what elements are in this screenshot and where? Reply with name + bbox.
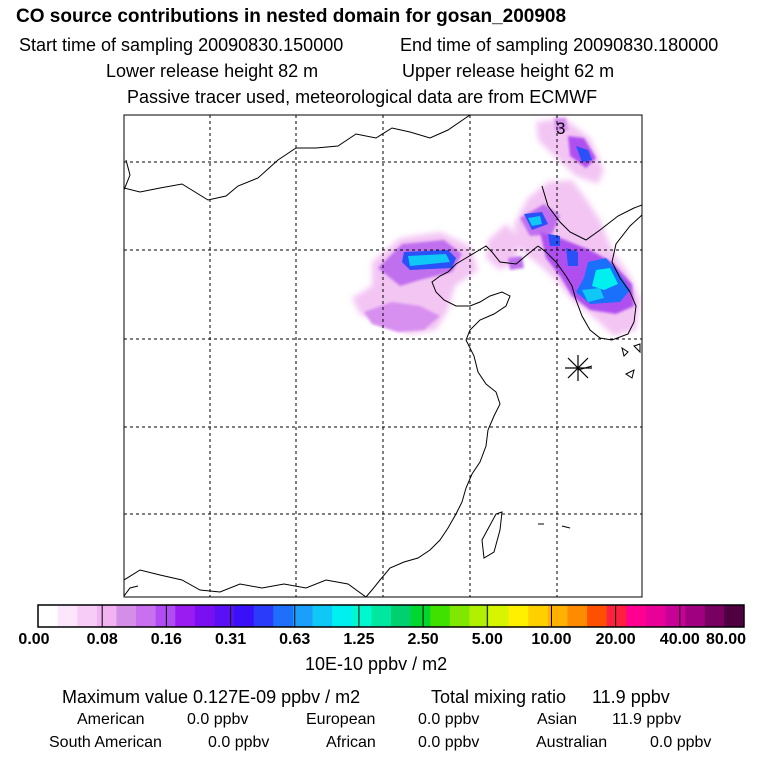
graticule	[124, 115, 642, 597]
end-time: End time of sampling 20090830.180000	[400, 35, 719, 55]
map-frame	[123, 114, 643, 598]
lower-release-height: Lower release height 82 m	[106, 61, 319, 81]
colorbar-cell	[449, 605, 470, 627]
colorbar-cell	[489, 605, 510, 627]
colorbar-cell	[292, 605, 314, 627]
colorbar-cell	[645, 605, 667, 627]
colorbar-label: 0.31	[214, 631, 247, 648]
colorbar-cell	[155, 605, 176, 627]
taiwan	[481, 511, 503, 559]
colorbar-frame	[37, 604, 745, 628]
region-name-european: European	[306, 711, 376, 728]
region-value-american: 0.0 ppbv	[187, 711, 249, 728]
korean-peninsula	[537, 214, 642, 341]
colorbar-cell	[234, 605, 255, 627]
colorbar-cell	[77, 605, 98, 627]
colorbar-label: 5.00	[471, 631, 503, 648]
islet-2	[561, 525, 571, 529]
border-west	[124, 159, 131, 191]
colorbar-label: 2.50	[407, 631, 439, 648]
corner-label: 3	[556, 119, 565, 138]
island-3	[633, 343, 641, 354]
colorbar-label: 0.16	[150, 631, 182, 648]
receptor-star-icon	[565, 355, 592, 381]
start-time: Start time of sampling 20090830.150000	[19, 35, 344, 55]
colorbar-cell	[528, 605, 549, 627]
colorbar-cell	[724, 605, 745, 627]
region-name-south-american: South American	[49, 734, 162, 751]
colorbar	[38, 605, 745, 627]
colorbar-units: 10E-10 ppbv / m2	[305, 654, 448, 674]
max-value: Maximum value 0.127E-09 ppbv / m2	[62, 687, 361, 707]
colorbar-cell	[665, 605, 686, 627]
colorbar-cell	[312, 605, 333, 627]
tracer-note: Passive tracer used, meteorological data…	[127, 87, 598, 107]
plot-title: CO source contributions in nested domain…	[16, 6, 567, 27]
colorbar-label: 0.08	[86, 631, 118, 648]
colorbar-cell	[136, 605, 157, 627]
china-east-coast	[365, 339, 501, 597]
region-value-australian: 0.0 ppbv	[650, 734, 712, 751]
colorbar-cell	[371, 605, 392, 627]
colorbar-cell	[626, 605, 647, 627]
bohai-shandong	[431, 245, 539, 341]
region-name-african: African	[326, 734, 376, 751]
colorbar-cell	[96, 605, 117, 627]
colorbar-label: 20.00	[595, 631, 636, 648]
total-mixing-label: Total mixing ratio	[431, 687, 567, 707]
colorbar-label: 0.00	[18, 631, 50, 648]
coastlines	[124, 115, 642, 597]
plume-high	[402, 146, 630, 304]
border-sw	[124, 585, 139, 597]
region-value-asian: 11.9 ppbv	[612, 711, 682, 728]
island-1	[621, 346, 629, 357]
colorbar-label: 10.00	[531, 631, 572, 648]
border-mongolia	[124, 115, 471, 201]
region-name-asian: Asian	[537, 711, 578, 728]
colorbar-cell	[410, 605, 431, 627]
island-2	[625, 369, 635, 379]
colorbar-cell	[214, 605, 235, 627]
colorbar-cell	[57, 605, 78, 627]
colorbar-cell	[351, 605, 372, 627]
colorbar-cell	[606, 605, 627, 627]
region-value-south-american: 0.0 ppbv	[208, 734, 270, 751]
colorbar-cell	[704, 605, 725, 627]
colorbar-cell	[469, 605, 490, 627]
total-mixing-value: 11.9 ppbv	[592, 687, 670, 707]
colorbar-label: 80.00	[705, 631, 747, 648]
colorbar-cell	[685, 605, 706, 627]
colorbar-label: 1.25	[343, 631, 375, 648]
region-name-australian: Australian	[536, 734, 608, 751]
upper-release-height: Upper release height 62 m	[402, 61, 615, 81]
colorbar-cell	[587, 605, 608, 627]
region-value-african: 0.0 ppbv	[418, 734, 480, 751]
colorbar-cell	[38, 605, 59, 627]
colorbar-cell	[391, 605, 412, 627]
colorbar-cell	[430, 605, 451, 627]
colorbar-label: 0.63	[279, 631, 311, 648]
colorbar-cell	[253, 605, 274, 627]
colorbar-cell	[116, 605, 137, 627]
colorbar-cell	[547, 605, 568, 627]
colorbar-cell	[508, 605, 529, 627]
region-value-european: 0.0 ppbv	[418, 711, 480, 728]
border-north-korea-china	[541, 185, 642, 241]
colorbar-label: 40.00	[659, 631, 700, 648]
colorbar-cell	[273, 605, 294, 627]
colorbar-cell	[175, 605, 196, 627]
colorbar-cell	[332, 605, 353, 627]
colorbar-cell	[194, 605, 215, 627]
border-south	[124, 569, 367, 597]
plume-overlay	[352, 118, 640, 336]
region-name-american: American	[77, 711, 145, 728]
colorbar-cell	[567, 605, 588, 627]
